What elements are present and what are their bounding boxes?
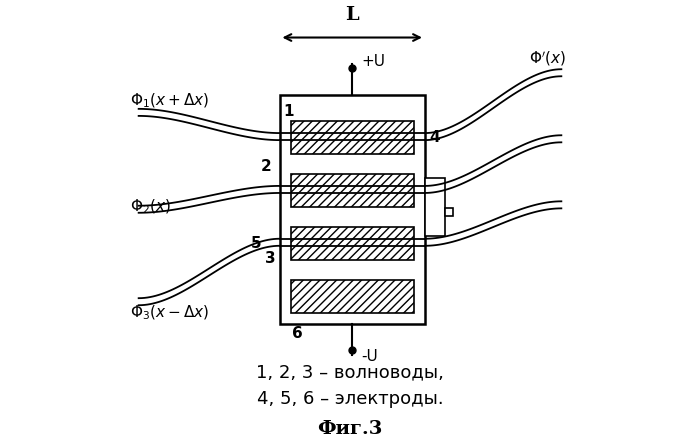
- Text: $\Phi_2(x)$: $\Phi_2(x)$: [130, 198, 171, 216]
- Text: $\Phi_3(x-\Delta x)$: $\Phi_3(x-\Delta x)$: [130, 304, 209, 322]
- Text: 5: 5: [251, 236, 262, 251]
- Bar: [290, 280, 414, 313]
- Text: 2: 2: [261, 159, 272, 174]
- Text: 1, 2, 3 – волноводы,: 1, 2, 3 – волноводы,: [256, 363, 444, 381]
- Bar: [444, 208, 453, 216]
- Bar: [290, 121, 414, 154]
- Text: 3: 3: [265, 251, 276, 266]
- Bar: [290, 227, 414, 260]
- Text: 1: 1: [283, 104, 293, 119]
- Text: L: L: [345, 6, 359, 24]
- Text: 6: 6: [292, 326, 302, 341]
- Text: 4: 4: [429, 130, 440, 145]
- Text: Фиг.3: Фиг.3: [317, 420, 383, 438]
- Bar: [425, 178, 444, 236]
- Text: -U: -U: [361, 349, 378, 364]
- Bar: [279, 95, 425, 324]
- Bar: [290, 174, 414, 207]
- Text: 4, 5, 6 – электроды.: 4, 5, 6 – электроды.: [257, 389, 443, 408]
- Text: $\Phi'(x)$: $\Phi'(x)$: [528, 50, 566, 68]
- Text: $\Phi_1(x+\Delta x)$: $\Phi_1(x+\Delta x)$: [130, 92, 209, 110]
- Text: +U: +U: [361, 54, 385, 69]
